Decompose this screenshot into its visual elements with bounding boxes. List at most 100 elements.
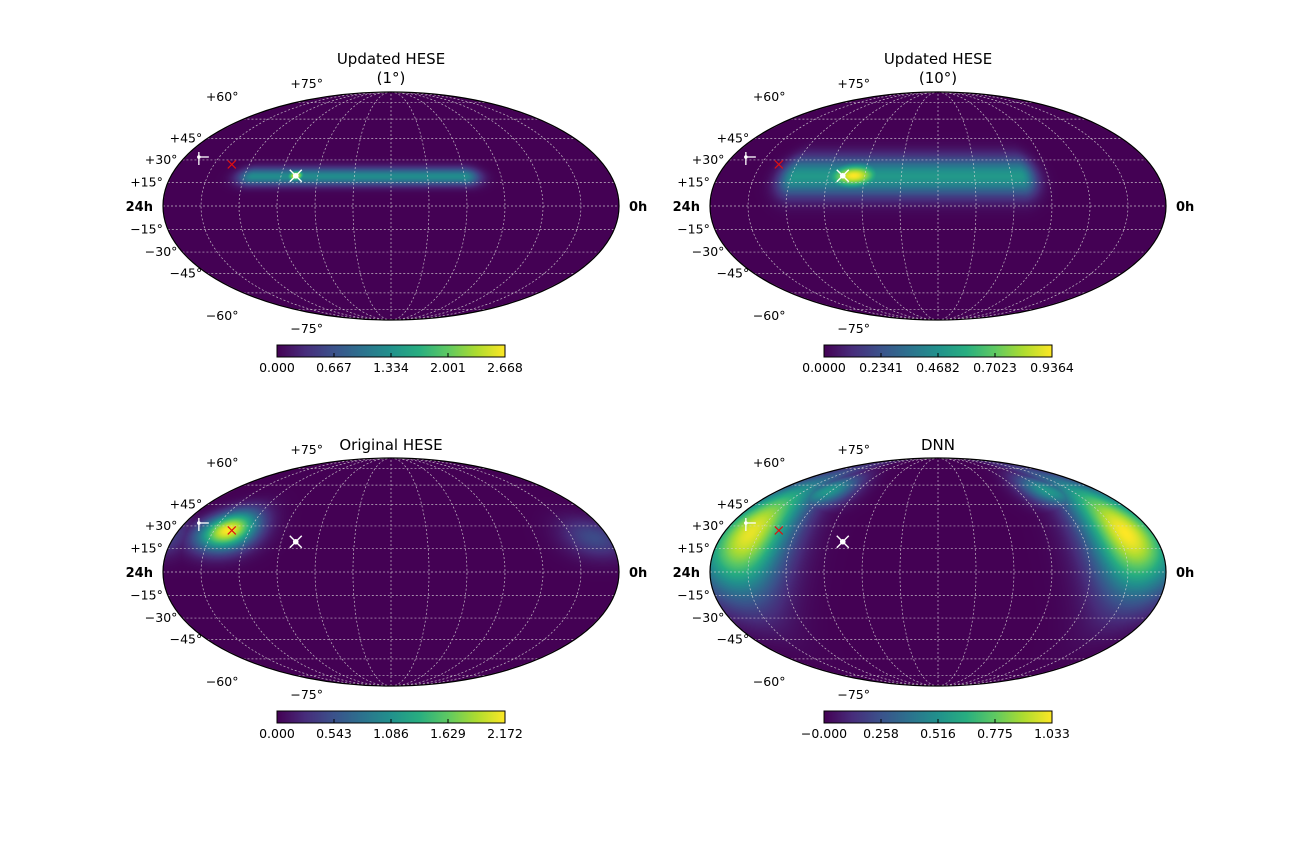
- panel-subtitle: (10°): [919, 69, 957, 87]
- dec-label: −60°: [753, 674, 786, 689]
- best-fit-x-marker: [227, 159, 237, 169]
- hook-marker: [197, 151, 209, 165]
- colorbar-tick-label: 2.001: [430, 360, 466, 375]
- dec-label: −75°: [290, 321, 323, 336]
- dec-label: −60°: [206, 308, 239, 323]
- dec-label: −15°: [677, 587, 710, 602]
- graticule: [163, 457, 619, 687]
- dec-label: −60°: [753, 308, 786, 323]
- ra-gridline: [785, 91, 939, 321]
- colorbar-tick-label: 2.668: [487, 360, 523, 375]
- panel-subtitle: (1°): [377, 69, 406, 87]
- ra-gridline: [823, 457, 939, 687]
- skymap-panel-3: Original HESE 24h 0h +75° +60° +45° +30° +15° −1…: [126, 436, 648, 741]
- ra-gridline: [390, 91, 544, 321]
- ra-gridline: [390, 91, 506, 321]
- ra-label-left: 24h: [126, 566, 153, 581]
- colorbar-tick-label: 0.000: [259, 360, 295, 375]
- dec-label: +60°: [753, 455, 786, 470]
- dec-label: +45°: [717, 131, 750, 146]
- skymap-outline: [709, 91, 1167, 321]
- panel-title: Updated HESE: [884, 50, 992, 68]
- ra-gridline: [200, 457, 392, 687]
- dec-label: +75°: [290, 442, 323, 457]
- ra-gridline: [937, 91, 1053, 321]
- ra-gridline: [390, 457, 582, 687]
- colorbar-tick-label: 0.000: [259, 726, 295, 741]
- ra-gridline: [238, 457, 392, 687]
- colorbar-tick-label: 1.334: [373, 360, 409, 375]
- dec-label: −15°: [130, 587, 163, 602]
- ra-gridline: [937, 457, 1091, 687]
- dec-label: +45°: [170, 131, 203, 146]
- ra-gridline: [823, 91, 939, 321]
- source-star-marker: [289, 169, 303, 183]
- ra-label-right: 0h: [629, 566, 647, 581]
- dec-label: +30°: [145, 152, 178, 167]
- source-star-marker: [836, 169, 850, 183]
- dec-label: +60°: [753, 89, 786, 104]
- ra-gridline: [937, 91, 1129, 321]
- hook-marker: [744, 517, 756, 531]
- colorbar-tick-label: 1.629: [430, 726, 466, 741]
- dec-label: −30°: [692, 244, 725, 259]
- ra-gridline: [390, 91, 582, 321]
- colorbar-tick-label: 0.258: [863, 726, 899, 741]
- dec-label: +30°: [692, 152, 725, 167]
- dec-label: +15°: [677, 175, 710, 190]
- colorbar: 0.000 0.543 1.086 1.629 2.172: [259, 710, 523, 741]
- best-fit-x-marker: [227, 525, 237, 535]
- dec-label: +30°: [145, 518, 178, 533]
- ra-label-right: 0h: [629, 200, 647, 215]
- colorbar-tick-label: 2.172: [487, 726, 523, 741]
- panel-title: Updated HESE: [337, 50, 445, 68]
- colorbar: 0.000 0.667 1.334 2.001 2.668: [259, 344, 523, 375]
- colorbar-tick-label: 0.775: [977, 726, 1013, 741]
- colorbar-tick-label: 0.2341: [859, 360, 903, 375]
- ra-label-left: 24h: [673, 200, 700, 215]
- dec-label: +75°: [837, 442, 870, 457]
- dec-label: +45°: [717, 497, 750, 512]
- ra-gridline: [390, 457, 506, 687]
- skymap-panel-1: Updated HESE(1°) 24h 0h +75° +60° +45° +30° +15…: [126, 50, 648, 375]
- ra-gridline: [785, 457, 939, 687]
- dec-label: −75°: [837, 321, 870, 336]
- skymap-outline: [709, 457, 1167, 687]
- colorbar-tick-label: 0.543: [316, 726, 352, 741]
- dec-label: −30°: [145, 244, 178, 259]
- ra-gridline: [937, 91, 1091, 321]
- dec-label: −45°: [170, 265, 203, 280]
- skymap-panel-2: Updated HESE(10°) 24h 0h +75° +60° +45° +30° +1…: [673, 50, 1195, 375]
- dec-label: +15°: [130, 175, 163, 190]
- dec-label: +45°: [170, 497, 203, 512]
- ra-label-right: 0h: [1176, 566, 1194, 581]
- ra-gridline: [276, 91, 392, 321]
- ra-label-left: 24h: [673, 566, 700, 581]
- dec-label: +75°: [837, 76, 870, 91]
- skymap-outline: [162, 91, 620, 321]
- colorbar-tick-label: 0.516: [920, 726, 956, 741]
- ra-gridline: [937, 457, 1129, 687]
- ra-label-left: 24h: [126, 200, 153, 215]
- ra-gridline: [276, 457, 392, 687]
- colorbar: 0.0000 0.2341 0.4682 0.7023 0.9364: [802, 344, 1074, 375]
- graticule: [710, 457, 1166, 687]
- skymap-outline: [162, 457, 620, 687]
- colorbar: −0.000 0.258 0.516 0.775 1.033: [801, 710, 1070, 741]
- source-star-marker: [836, 535, 850, 549]
- dec-label: −30°: [692, 610, 725, 625]
- ra-gridline: [937, 457, 1053, 687]
- graticule: [163, 91, 619, 321]
- dec-label: −75°: [837, 687, 870, 702]
- skymap-panel-4: DNN 24h 0h +75° +60° +45° +30° +15° −15° −30° −45°…: [673, 436, 1195, 741]
- dec-label: −75°: [290, 687, 323, 702]
- colorbar-tick-label: 0.0000: [802, 360, 846, 375]
- dec-label: +15°: [677, 541, 710, 556]
- best-fit-x-marker: [774, 159, 784, 169]
- dec-label: +60°: [206, 89, 239, 104]
- ra-gridline: [747, 457, 939, 687]
- ra-gridline: [390, 457, 544, 687]
- dec-label: −15°: [130, 221, 163, 236]
- dec-label: −45°: [717, 265, 750, 280]
- dec-label: −45°: [170, 631, 203, 646]
